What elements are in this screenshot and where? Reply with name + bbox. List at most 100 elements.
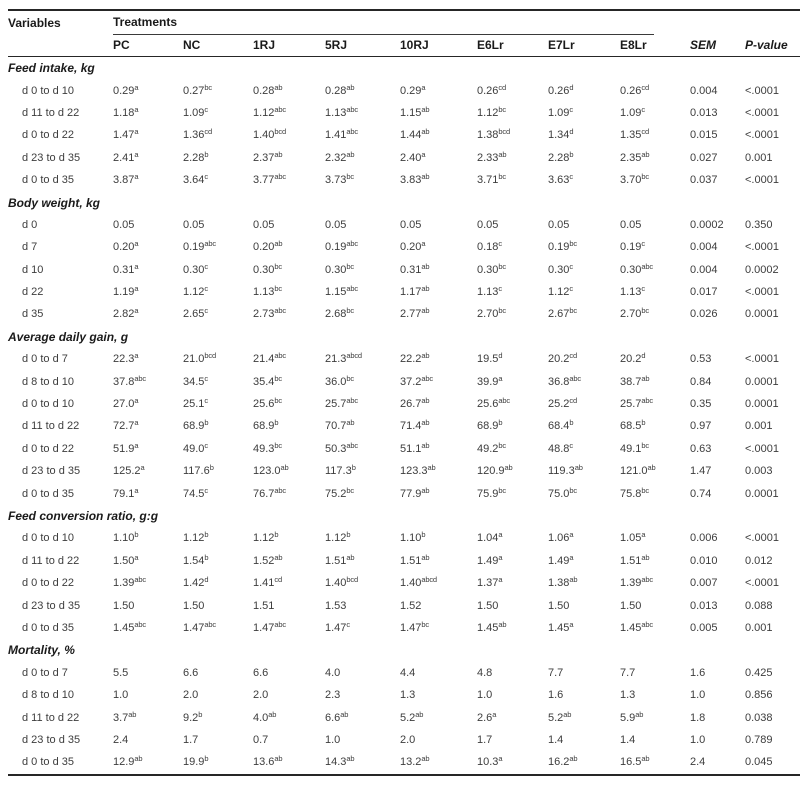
cell-value: 12.9ab (113, 754, 143, 769)
significance-superscript: abc (346, 396, 358, 406)
significance-superscript: bc (346, 373, 354, 383)
cell-value: 3.64c (183, 172, 208, 187)
cell-value: 13.6ab (253, 754, 283, 769)
cell-pvalue: <.0001 (745, 174, 779, 187)
cell-sem: 0.007 (690, 577, 718, 590)
cell-value: 1.40bcd (325, 575, 358, 590)
significance-superscript: b (274, 418, 279, 428)
significance-superscript: cd (498, 82, 506, 92)
significance-superscript: b (198, 709, 203, 719)
cell-value: 0.05 (400, 218, 422, 231)
significance-superscript: a (134, 351, 139, 361)
significance-superscript: a (134, 396, 139, 406)
cell-sem: 1.8 (690, 711, 706, 724)
cell-value: 1.50a (113, 552, 139, 567)
cell-value: 1.47bc (400, 619, 429, 634)
cell-value: 1.45abc (620, 619, 653, 634)
cell-value: 6.6 (183, 666, 199, 679)
significance-superscript: c (569, 440, 573, 450)
cell-value: 2.41a (113, 149, 139, 164)
significance-superscript: abc (274, 619, 286, 629)
table-row: d 0 to d 10 0.29a 0.27bc 0.28ab 0.28ab 0.29a 0… (8, 79, 800, 101)
significance-superscript: ab (274, 239, 283, 249)
cell-sem: 0.35 (690, 398, 712, 411)
cell-value: 0.05 (477, 218, 499, 231)
cell-value: 2.4 (113, 733, 129, 746)
col-header-e8lr: E8Lr (620, 38, 647, 52)
significance-superscript: d (204, 575, 209, 585)
cell-pvalue: 0.0002 (745, 263, 779, 276)
cell-value: 117.3b (325, 463, 356, 478)
significance-superscript: ab (274, 82, 283, 92)
cell-pvalue: <.0001 (745, 353, 779, 366)
section-row: Body weight, kg (8, 191, 800, 213)
significance-superscript: c (204, 373, 208, 383)
cell-value: 1.51ab (620, 552, 650, 567)
significance-superscript: cd (641, 127, 649, 137)
significance-superscript: a (492, 709, 497, 719)
cell-value: 0.20a (400, 239, 426, 254)
table-row: d 8 to d 10 37.8abc 34.5c 35.4bc 36.0bc 37.2a… (8, 370, 800, 392)
cell-value: 121.0ab (620, 463, 656, 478)
cell-value: 3.71bc (477, 172, 506, 187)
cell-value: 1.51ab (325, 552, 355, 567)
significance-superscript: a (134, 284, 139, 294)
cell-pvalue: 0.001 (745, 420, 773, 433)
cell-value: 1.18a (113, 104, 139, 119)
cell-value: 22.2ab (400, 351, 430, 366)
cell-value: 37.8abc (113, 373, 146, 388)
cell-pvalue: 0.0001 (745, 375, 779, 388)
cell-value: 1.52ab (253, 552, 283, 567)
cell-value: 1.45ab (477, 619, 507, 634)
cell-value: 120.9ab (477, 463, 513, 478)
section-row: Average daily gain, g (8, 326, 800, 348)
row-label: d 0 to d 10 (22, 398, 74, 411)
significance-superscript: b (204, 754, 209, 764)
significance-superscript: c (498, 284, 502, 294)
significance-superscript: abc (346, 127, 358, 137)
cell-value: 1.50 (620, 599, 642, 612)
cell-pvalue: 0.350 (745, 218, 773, 231)
cell-value: 0.19abc (183, 239, 216, 254)
cell-sem: 0.97 (690, 420, 712, 433)
significance-superscript: ab (574, 463, 583, 473)
cell-value: 39.9a (477, 373, 503, 388)
row-label: d 0 to d 10 (22, 532, 74, 545)
cell-value: 117.6b (183, 463, 214, 478)
significance-superscript: a (134, 552, 139, 562)
cell-value: 68.5b (620, 418, 646, 433)
cell-value: 0.20a (113, 239, 139, 254)
cell-value: 1.50 (183, 599, 205, 612)
significance-superscript: cd (274, 575, 282, 585)
cell-value: 19.5d (477, 351, 503, 366)
significance-superscript: bc (641, 172, 649, 182)
cell-value: 6.6 (253, 666, 269, 679)
cell-value: 0.30abc (620, 261, 653, 276)
significance-superscript: a (421, 149, 426, 159)
cell-value: 2.0 (400, 733, 416, 746)
significance-superscript: bc (274, 373, 282, 383)
cell-value: 1.13abc (325, 104, 358, 119)
section-title: Body weight, kg (8, 195, 101, 210)
cell-value: 25.6abc (477, 396, 510, 411)
significance-superscript: ab (498, 619, 507, 629)
col-header-5rj: 5RJ (325, 38, 348, 52)
table-row: d 0 to d 22 51.9a 49.0c 49.3bc 50.3abc 51.1ab… (8, 438, 800, 460)
significance-superscript: a (421, 82, 426, 92)
significance-superscript: bc (346, 261, 354, 271)
cell-value: 35.4bc (253, 373, 282, 388)
cell-sem: 0.027 (690, 151, 718, 164)
cell-value: 1.42d (183, 575, 209, 590)
cell-value: 4.0 (325, 666, 341, 679)
cell-value: 4.8 (477, 666, 493, 679)
significance-superscript: b (204, 418, 209, 428)
significance-superscript: ab (635, 709, 644, 719)
cell-value: 1.12c (548, 284, 573, 299)
cell-value: 1.19a (113, 284, 139, 299)
cell-sem: 0.005 (690, 621, 718, 634)
cell-sem: 1.0 (690, 733, 706, 746)
cell-value: 2.82a (113, 306, 139, 321)
cell-value: 49.2bc (477, 440, 506, 455)
cell-value: 1.51ab (400, 552, 430, 567)
cell-value: 51.9a (113, 440, 139, 455)
